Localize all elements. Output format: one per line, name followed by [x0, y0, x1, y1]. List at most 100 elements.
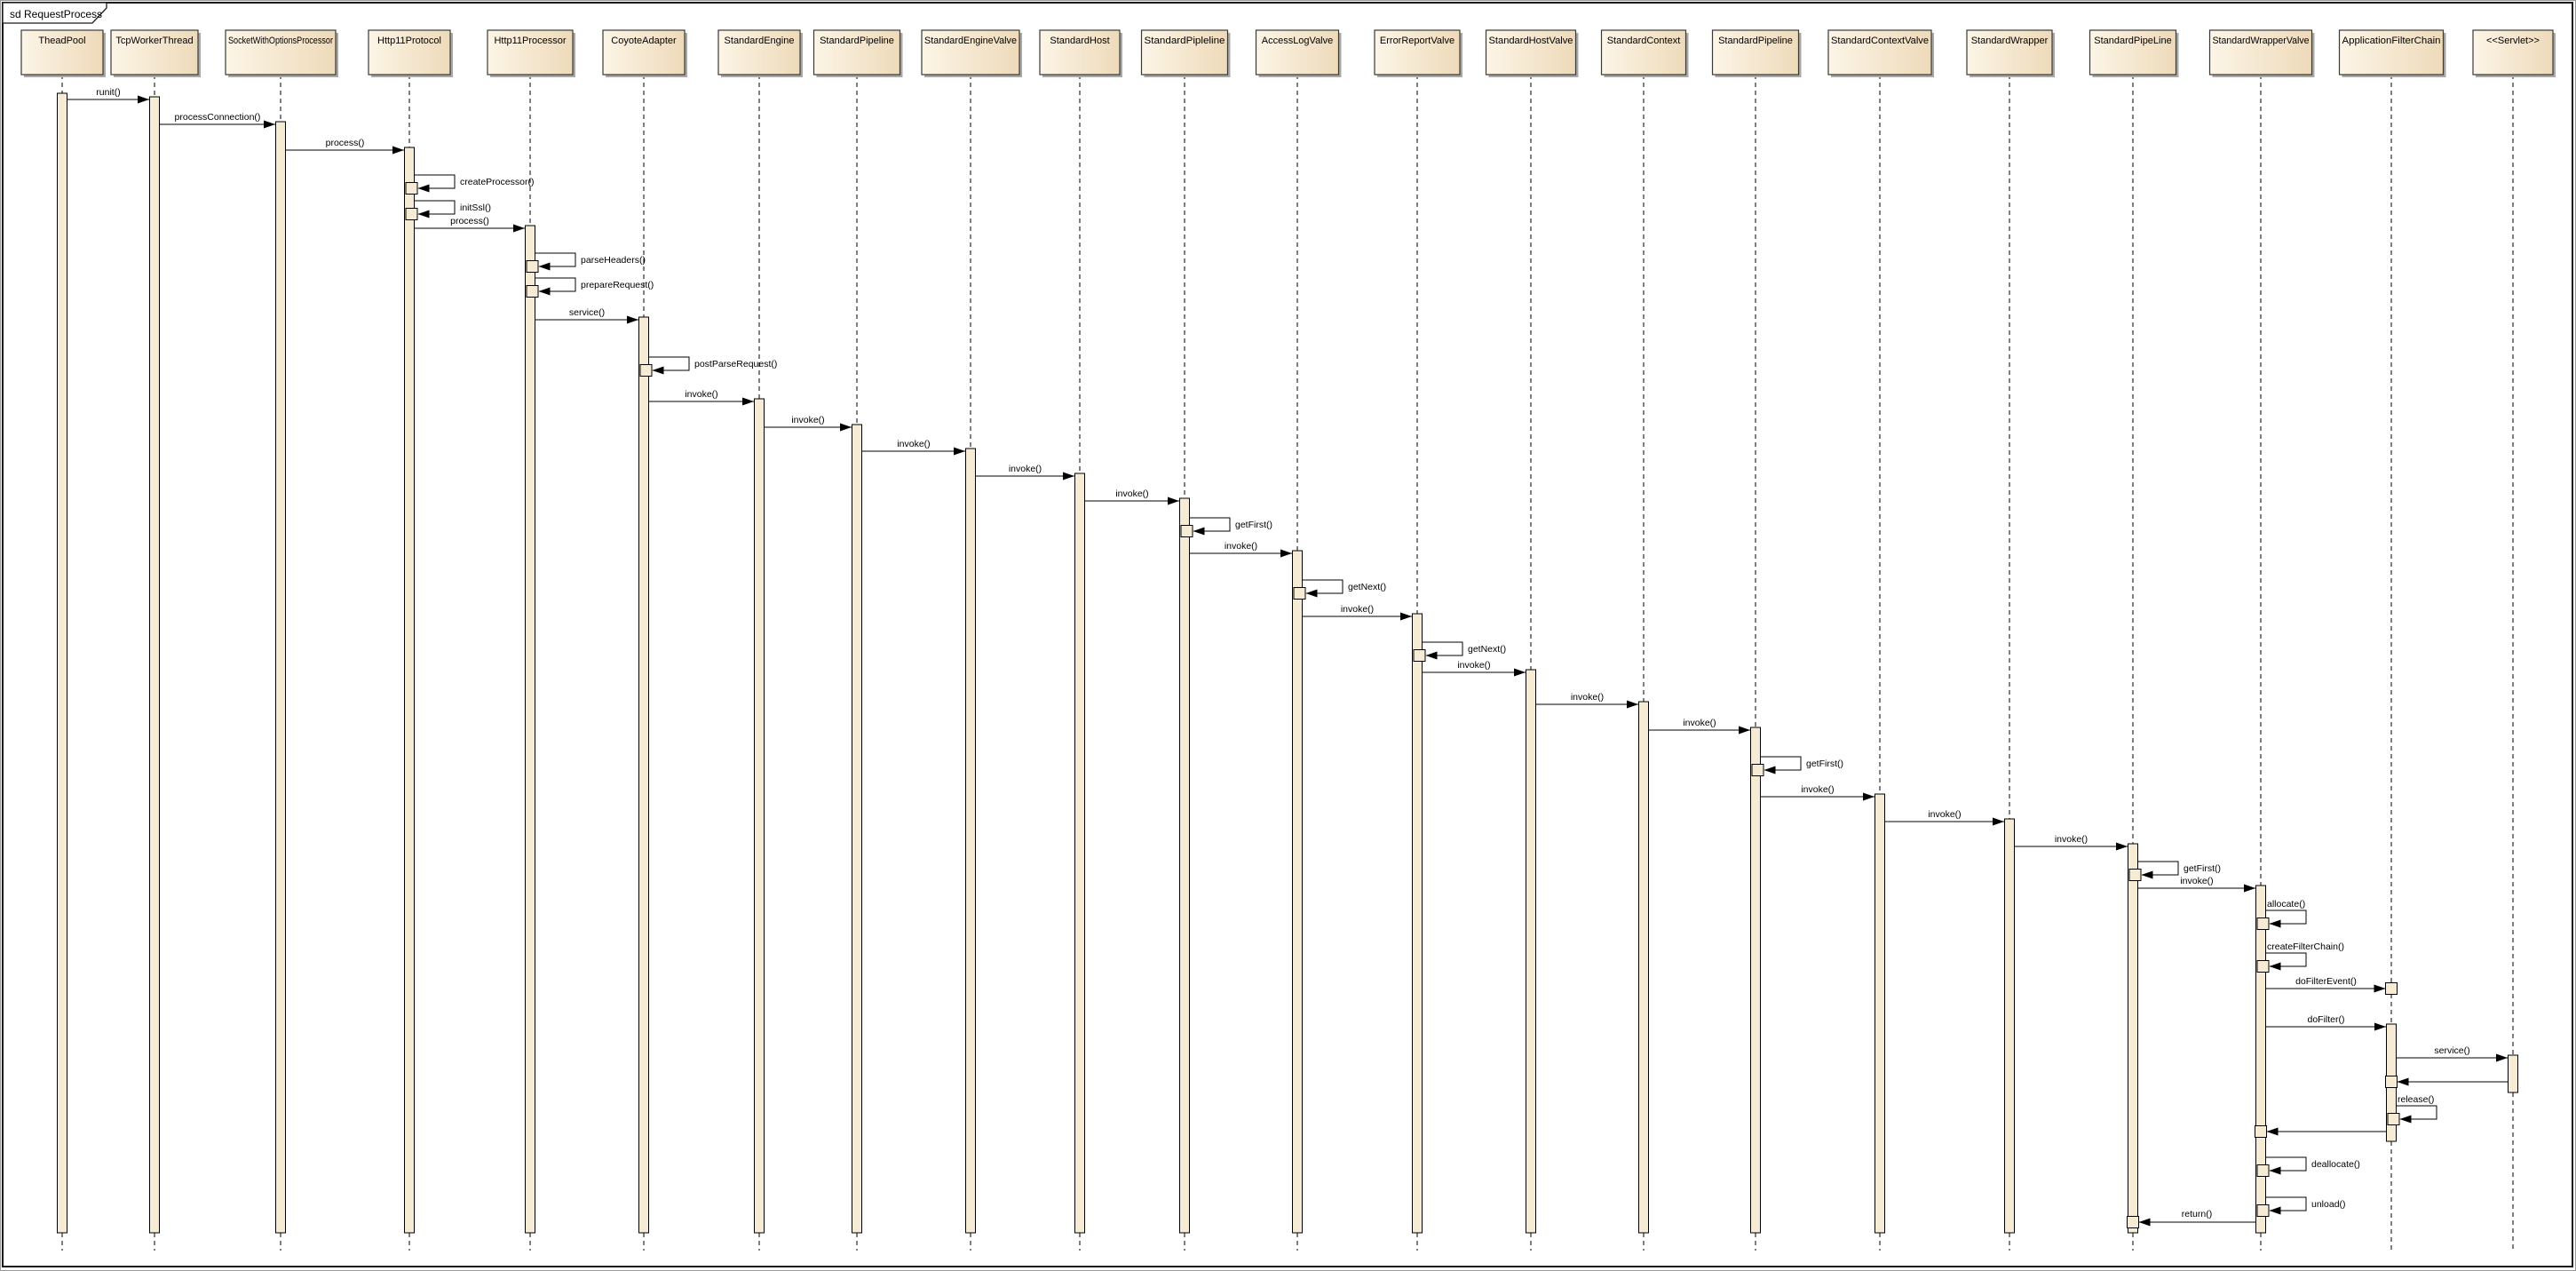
message-processConnection: processConnection() — [159, 112, 275, 129]
arrowhead-icon — [1193, 527, 1205, 536]
lifeline-box[interactable] — [110, 29, 199, 75]
message-label: invoke() — [2180, 876, 2213, 886]
self-message-line — [2137, 861, 2179, 876]
activation-bar — [1526, 669, 1536, 1234]
lifeline-box[interactable] — [1485, 29, 1577, 75]
message-getFirst: getFirst() — [1180, 517, 1272, 537]
lifeline-name: Http11Protocol — [377, 36, 441, 46]
self-message-line — [648, 356, 690, 371]
message-unload: unload() — [2256, 1196, 2346, 1217]
message-label: createFilterChain() — [2267, 941, 2344, 952]
arrowhead-icon — [2269, 919, 2281, 928]
arrowhead-icon — [1993, 817, 2004, 826]
self-message-line — [414, 174, 456, 189]
lifeline-box[interactable] — [1374, 29, 1461, 75]
self-return-box — [2256, 918, 2270, 930]
lifeline-name: SocketWithOptionsProcessor — [228, 36, 333, 46]
lifeline-name: StandardEngineValve — [924, 36, 1017, 46]
message-invoke: invoke() — [1648, 718, 1750, 735]
activation-bar — [1875, 793, 1885, 1234]
arrowhead-icon — [2399, 1115, 2412, 1124]
message-allocate: allocate() — [2256, 899, 2307, 930]
message-label: process() — [326, 138, 365, 148]
frame-label: sd RequestProcess — [10, 8, 102, 20]
lifeline-box[interactable] — [812, 29, 901, 75]
message-label: doFilter() — [2307, 1014, 2344, 1025]
self-return-box — [2387, 1113, 2400, 1125]
message-return — [2385, 1076, 2509, 1088]
message-label: invoke() — [1457, 660, 1490, 671]
lifeline-box[interactable] — [1827, 29, 1932, 75]
lifeline-Servlet: <<Servlet>> — [2472, 29, 2556, 1251]
arrowhead-icon — [840, 423, 852, 432]
arrowhead-icon — [2266, 1127, 2279, 1136]
lifeline-box[interactable] — [2208, 29, 2313, 75]
message-invoke: invoke() — [1084, 489, 1179, 505]
return-target-box — [2255, 1125, 2267, 1138]
lifeline-box[interactable] — [921, 29, 1020, 75]
self-message-line — [2265, 952, 2307, 967]
lifeline-StandardContext: StandardContext — [1600, 29, 1689, 1251]
lifeline-box[interactable] — [1966, 29, 2053, 75]
lifeline-box[interactable] — [1711, 29, 1800, 75]
lifeline-StandardWrapperValve: StandardWrapperValve — [2208, 29, 2315, 1251]
frame-label-tab — [2, 2, 107, 24]
message-invoke: invoke() — [2137, 876, 2255, 893]
lifeline-name: StandardWrapperValve — [2213, 36, 2310, 46]
lifeline-box[interactable] — [1140, 29, 1229, 75]
message-invoke: invoke() — [1422, 660, 1526, 677]
message-invoke: invoke() — [861, 439, 965, 456]
self-return-box — [2256, 1204, 2270, 1217]
activation-bar — [2508, 1054, 2518, 1093]
lifeline-box[interactable] — [1039, 29, 1121, 75]
message-label: postParseRequest() — [694, 359, 777, 369]
lifeline-name: <<Servlet>> — [2486, 36, 2540, 46]
arrowhead-icon — [2397, 1077, 2409, 1086]
lifeline-name: CoyoteAdapter — [611, 36, 677, 46]
lifeline-box[interactable] — [225, 29, 337, 75]
self-return-box — [639, 364, 653, 377]
lifeline-box[interactable] — [717, 29, 801, 75]
message-label: invoke() — [685, 389, 717, 400]
lifeline-Http11Processor: Http11Processor — [487, 29, 575, 1251]
message-deallocate: deallocate() — [2256, 1156, 2360, 1177]
lifeline-TheadPool: TheadPool — [20, 29, 106, 1251]
return-target-box — [2385, 1076, 2398, 1088]
arrowhead-icon — [1168, 496, 1179, 505]
activation-bar — [275, 121, 286, 1234]
lifeline-name: StandardHostValve — [1489, 36, 1573, 46]
message-process: process() — [285, 138, 404, 155]
message-label: getFirst() — [1806, 759, 1843, 769]
lifeline-box[interactable] — [20, 29, 104, 75]
lifeline-box[interactable] — [487, 29, 574, 75]
lifeline-box[interactable] — [2089, 29, 2177, 75]
message-postParseRequest: postParseRequest() — [639, 356, 777, 377]
activation-bar — [638, 316, 649, 1234]
lifeline-StandardWrapper: StandardWrapper — [1966, 29, 2055, 1251]
message-invoke: invoke() — [975, 464, 1074, 481]
message-label: return() — [2182, 1209, 2212, 1219]
lifeline-box[interactable] — [2472, 29, 2554, 75]
arrowhead-icon — [627, 315, 638, 324]
lifeline-box[interactable] — [602, 29, 686, 75]
arrowhead-icon — [2244, 884, 2255, 893]
arrowhead-icon — [2496, 1053, 2508, 1062]
activation-bar — [404, 147, 415, 1234]
lifeline-box[interactable] — [1600, 29, 1687, 75]
activation-bar — [1412, 613, 1423, 1234]
arrowhead-icon — [538, 287, 551, 296]
activation-bar — [1292, 550, 1303, 1234]
arrowhead-icon — [742, 397, 754, 406]
activation-bar — [1074, 473, 1085, 1234]
lifeline-box[interactable] — [2338, 29, 2445, 75]
message-label: release() — [2398, 1094, 2434, 1105]
message-doFilter: doFilter() — [2265, 1014, 2386, 1031]
message-label: createProcessor() — [460, 177, 534, 187]
activation-bar — [1638, 701, 1649, 1234]
self-return-box — [1293, 587, 1306, 600]
arrowhead-icon — [1863, 792, 1875, 801]
lifeline-box[interactable] — [1255, 29, 1340, 75]
lifeline-box[interactable] — [368, 29, 451, 75]
